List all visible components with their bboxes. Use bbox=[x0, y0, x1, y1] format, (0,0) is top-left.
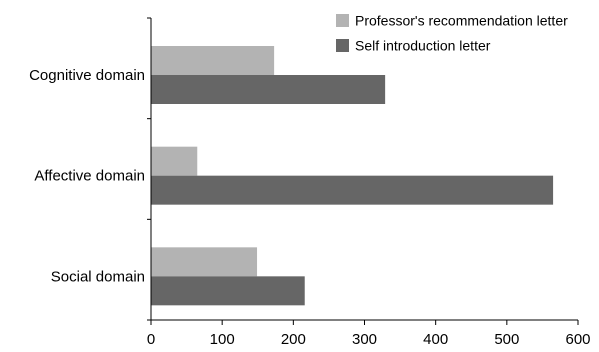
bar-self-3 bbox=[151, 276, 305, 306]
x-tick-label: 600 bbox=[565, 331, 590, 348]
x-tick-label: 400 bbox=[423, 331, 448, 348]
bar-professor-1 bbox=[151, 46, 275, 75]
legend-swatch-self bbox=[336, 39, 349, 52]
bar-self-1 bbox=[151, 75, 386, 104]
category-label: Cognitive domain bbox=[29, 67, 145, 84]
bar-professor-2 bbox=[151, 146, 198, 176]
x-tick-label: 500 bbox=[494, 331, 519, 348]
legend-label-professor: Professor's recommendation letter bbox=[355, 13, 568, 29]
bar-self-2 bbox=[151, 175, 554, 205]
x-tick-label: 300 bbox=[352, 331, 377, 348]
x-tick-label: 0 bbox=[147, 331, 155, 348]
legend-swatch-professor bbox=[336, 14, 349, 27]
category-label: Affective domain bbox=[34, 168, 145, 185]
bar-professor-3 bbox=[151, 247, 258, 277]
legend-label-self: Self introduction letter bbox=[355, 38, 491, 54]
category-label: Social domain bbox=[51, 268, 145, 285]
x-tick-label: 100 bbox=[210, 331, 235, 348]
x-tick-label: 200 bbox=[281, 331, 306, 348]
